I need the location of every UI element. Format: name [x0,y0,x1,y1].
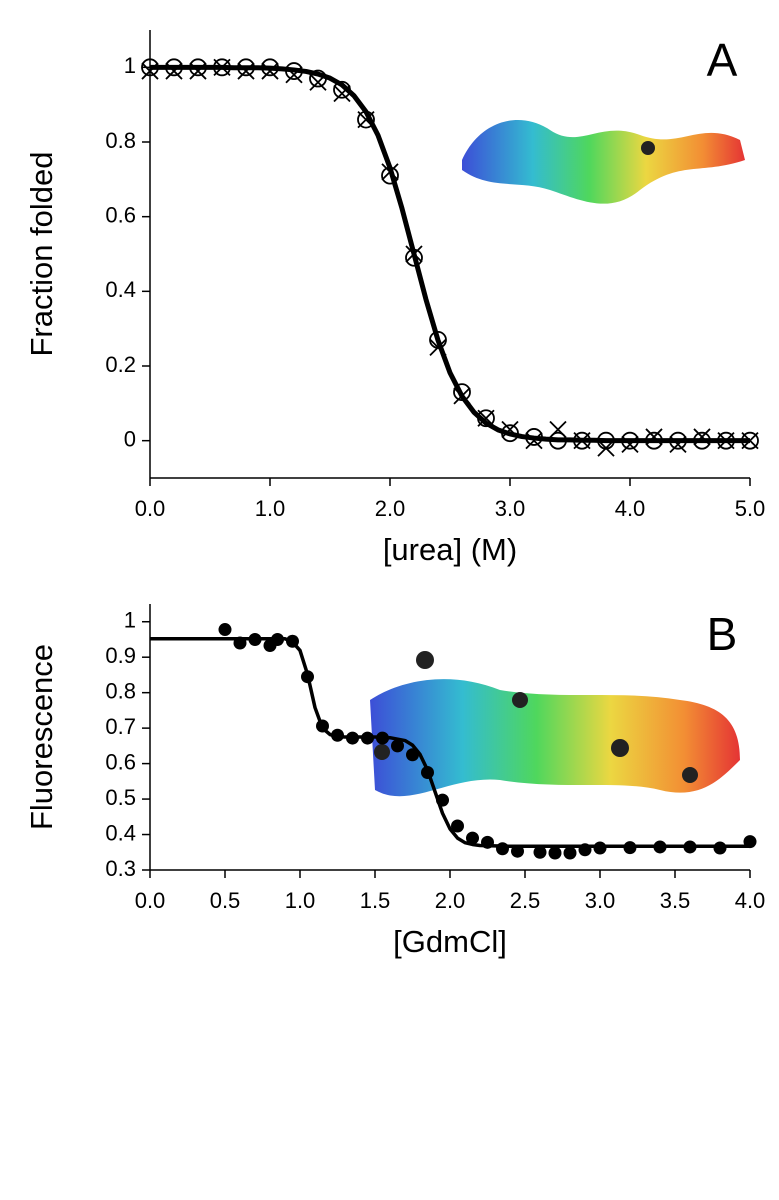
panel-label: A [707,34,738,86]
y-tick-label: 0 [124,426,136,451]
dot-point [548,846,562,860]
y-tick-label: 0.4 [105,820,136,845]
dot-point [533,845,547,859]
x-tick-label: 5.0 [735,496,766,521]
x-tick-label: 3.0 [495,496,526,521]
y-tick-label: 0.5 [105,785,136,810]
y-tick-label: 0.2 [105,352,136,377]
y-axis-label: Fraction folded [24,151,59,356]
dot-point [496,842,509,856]
dot-point [593,841,607,855]
dot-point [218,623,232,637]
dot-point [451,819,464,833]
x-axis-label: [urea] (M) [383,532,517,567]
x-tick-label: 2.0 [375,496,406,521]
y-tick-label: 1 [124,608,136,633]
y-axis-label: Fluorescence [24,644,59,830]
y-tick-label: 0.7 [105,714,136,739]
y-tick-label: 0.8 [105,678,136,703]
x-tick-label: 4.0 [735,888,766,913]
protein-structure [370,651,740,797]
dot-point [466,831,479,845]
y-tick-label: 0.6 [105,202,136,227]
y-tick-label: 0.9 [105,643,136,668]
x-tick-label: 2.5 [510,888,541,913]
x-tick-label: 0.0 [135,888,166,913]
x-tick-label: 1.5 [360,888,391,913]
x-tick-label: 3.0 [585,888,616,913]
x-tick-label: 0.0 [135,496,166,521]
x-tick-label: 4.0 [615,496,646,521]
x-tick-label: 1.0 [255,496,286,521]
fit-line [150,637,750,848]
fit-line [150,64,750,444]
dot-point [391,739,404,753]
y-tick-label: 0.4 [105,277,136,302]
x-axis-label: [GdmCl] [393,924,507,959]
x-tick-label: 2.0 [435,888,466,913]
y-tick-label: 1 [124,53,136,78]
x-tick-label: 1.0 [285,888,316,913]
cross-point [549,420,567,439]
y-tick-label: 0.3 [105,856,136,881]
y-tick-label: 0.8 [105,128,136,153]
dot-point [713,841,727,855]
x-tick-label: 0.5 [210,888,241,913]
y-tick-label: 0.6 [105,749,136,774]
x-tick-label: 3.5 [660,888,691,913]
protein-structure [462,120,745,204]
dot-point [563,846,577,860]
panel-label: B [707,608,738,660]
